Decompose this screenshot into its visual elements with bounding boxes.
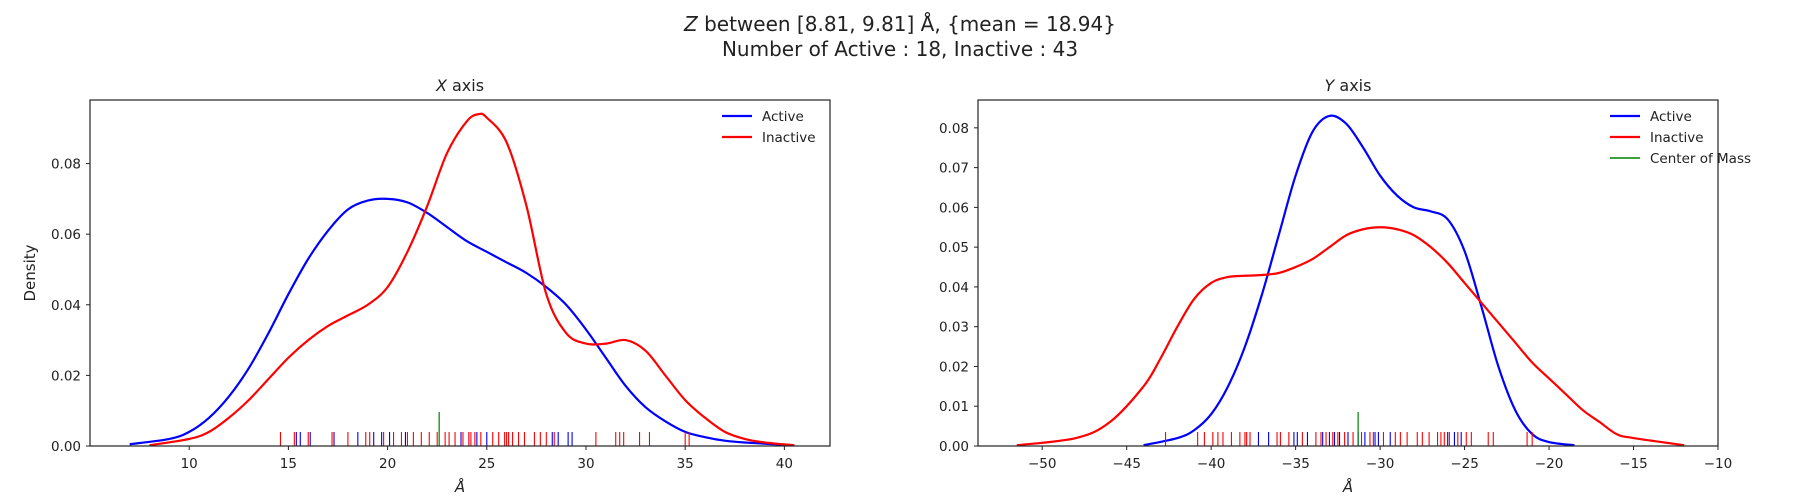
- x-tick-label: 20: [379, 456, 396, 472]
- y-axis-density-plot: Y axis −50 −45 −40 −35 −30 −25 −20 −15 −10 0.00 0.0…: [939, 76, 1751, 496]
- density-line-inactive: [149, 112, 795, 447]
- chart-title-text: axis: [447, 76, 484, 95]
- x-tick-label: 25: [478, 456, 495, 472]
- y-tick-label: 0.08: [51, 157, 81, 173]
- x-tick-label: 15: [280, 456, 297, 472]
- chart-title-variable: X: [435, 76, 448, 95]
- legend-entry-label: Inactive: [1650, 130, 1704, 146]
- x-tick-label: 10: [181, 456, 198, 472]
- legend-entry-label: Center of Mass: [1650, 151, 1751, 167]
- x-tick-label: −50: [1028, 456, 1057, 472]
- y-tick-label: 0.05: [939, 240, 969, 256]
- chart-title-text: axis: [1334, 76, 1371, 95]
- x-tick-label: −30: [1366, 456, 1395, 472]
- density-line-active: [1143, 114, 1575, 447]
- legend-entry-label: Active: [762, 109, 804, 125]
- x-tick-label: 30: [577, 456, 594, 472]
- chart-title: Y axis: [1325, 76, 1372, 95]
- plot-frame: [89, 99, 831, 447]
- x-tick-label: −25: [1450, 456, 1479, 472]
- chart-title-variable: Y: [1325, 76, 1336, 95]
- y-tick-label: 0.00: [51, 439, 81, 455]
- y-tick-label: 0.04: [51, 298, 81, 314]
- x-tick-label: −35: [1281, 456, 1310, 472]
- y-tick-label: 0.03: [939, 320, 969, 336]
- x-axis-label: Å: [454, 477, 465, 496]
- x-tick-label: −40: [1197, 456, 1226, 472]
- density-line-inactive: [1016, 226, 1685, 447]
- plot-frame: [977, 99, 1719, 447]
- x-tick-label: −10: [1704, 456, 1733, 472]
- y-tick-label: 0.04: [939, 280, 969, 296]
- y-axis-label: Density: [21, 244, 39, 301]
- x-axis-label: Å: [1342, 477, 1353, 496]
- suptitle-text: between [8.81, 9.81] Å, {mean = 18.94}: [697, 12, 1116, 36]
- x-tick-label: 40: [776, 456, 793, 472]
- y-tick-label: 0.06: [51, 227, 81, 243]
- x-tick-label: 35: [677, 456, 694, 472]
- y-tick-label: 0.02: [51, 368, 81, 384]
- suptitle-line-1: Z between [8.81, 9.81] Å, {mean = 18.94}: [0, 12, 1800, 36]
- x-tick-label: −20: [1535, 456, 1564, 472]
- y-tick-label: 0.01: [939, 399, 969, 415]
- density-line-active: [129, 197, 795, 447]
- y-tick-label: 0.08: [939, 121, 969, 137]
- y-tick-label: 0.00: [939, 439, 969, 455]
- suptitle-variable: Z: [684, 12, 698, 36]
- y-tick-label: 0.02: [939, 359, 969, 375]
- suptitle-line-2: Number of Active : 18, Inactive : 43: [721, 37, 1079, 61]
- y-tick-label: 0.07: [939, 161, 969, 177]
- x-tick-label: −15: [1619, 456, 1648, 472]
- x-axis-density-plot: X axis 10 15 20 25 30 35 40 0.00 0.02 0.04 0.06 0.08…: [21, 76, 831, 496]
- y-tick-label: 0.06: [939, 200, 969, 216]
- chart-title: X axis: [435, 76, 484, 95]
- legend-entry-label: Active: [1650, 109, 1692, 125]
- x-tick-label: −45: [1112, 456, 1141, 472]
- legend-entry-label: Inactive: [762, 130, 816, 146]
